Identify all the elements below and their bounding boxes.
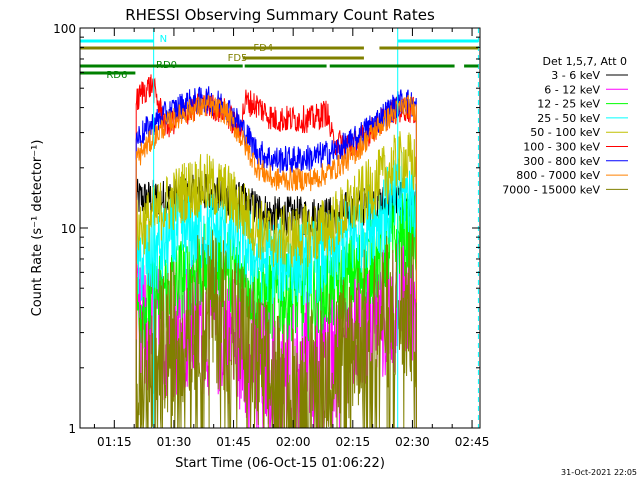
- flag-rd0-label: RD0: [156, 60, 177, 71]
- legend-label-1: 3 - 6 keV: [551, 69, 600, 82]
- series-layer: [135, 74, 417, 429]
- y-tick-label-3: 100: [53, 22, 76, 36]
- flag-fd5-label: FD5: [228, 53, 248, 64]
- series-line-8: [135, 94, 417, 428]
- y-axis-label: Count Rate (s⁻¹ detector⁻¹): [30, 140, 45, 317]
- flag-rd6-label: RD6: [106, 70, 127, 81]
- legend-label-9: 7000 - 15000 keV: [502, 183, 600, 196]
- series-line-9: [135, 230, 417, 429]
- x-tick-label-3: 01:45: [216, 435, 251, 449]
- series-line-5: [135, 131, 417, 428]
- x-tick-label-5: 02:15: [336, 435, 371, 449]
- axes-layer: 01:15 01:30 01:45 02:00 02:15 02:30 02:45 1 10 10…: [53, 22, 489, 449]
- series-line-4: [135, 151, 417, 428]
- legend-label-5: 50 - 100 keV: [530, 126, 600, 139]
- x-tick-label-7: 02:45: [455, 435, 490, 449]
- legend-label-8: 800 - 7000 keV: [516, 169, 600, 182]
- x-tick-label-2: 01:30: [157, 435, 192, 449]
- legend-label-2: 6 - 12 keV: [544, 83, 600, 96]
- x-tick-label-4: 02:00: [276, 435, 311, 449]
- footer-date: 31-Oct-2021 22:05: [561, 468, 637, 477]
- x-axis-label: Start Time (06-Oct-15 01:06:22): [175, 456, 385, 471]
- night-line-label: N: [160, 34, 167, 45]
- y-tick-label-1: 1: [68, 422, 76, 436]
- legend-label-7: 300 - 800 keV: [523, 155, 600, 168]
- legend-label-6: 100 - 300 keV: [523, 141, 600, 154]
- flag-fd4-label: FD4: [253, 43, 273, 54]
- legend-label-4: 25 - 50 keV: [537, 112, 600, 125]
- series-line-7: [135, 86, 417, 428]
- chart-title: RHESSI Observing Summary Count Rates: [125, 6, 435, 24]
- legend-header: Det 1,5,7, Att 0: [543, 55, 627, 68]
- x-tick-label-6: 02:30: [395, 435, 430, 449]
- x-tick-label-1: 01:15: [97, 435, 132, 449]
- legend-label-3: 12 - 25 keV: [537, 98, 600, 111]
- y-tick-label-2: 10: [61, 222, 76, 236]
